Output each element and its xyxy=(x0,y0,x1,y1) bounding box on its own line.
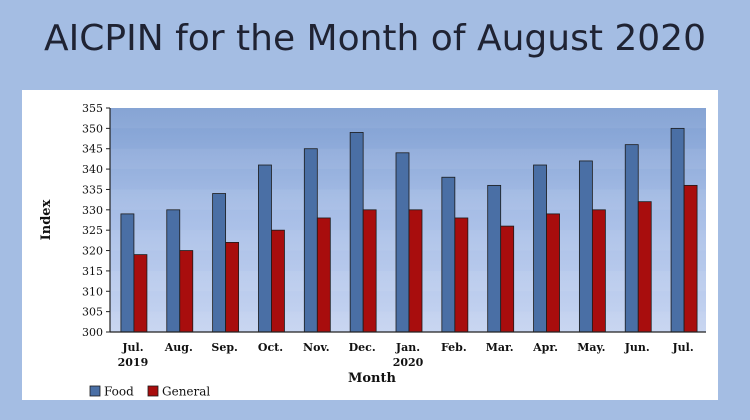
bar-food-9 xyxy=(533,164,547,333)
x-tick-label: Jun. xyxy=(624,341,650,354)
bar-food-3 xyxy=(258,164,272,333)
bar-general-3 xyxy=(271,229,285,333)
bars-group xyxy=(120,127,698,333)
y-ticks-group: 300 305 310 315 320 325 330 335 340 345 350 355 xyxy=(82,102,110,339)
y-tick-label: 315 xyxy=(82,265,103,278)
bar-food-5 xyxy=(349,132,364,333)
y-tick-label: 310 xyxy=(82,285,103,298)
x-tick-label: Jul. xyxy=(121,341,143,354)
y-tick-label: 305 xyxy=(82,306,103,319)
bar-general-10 xyxy=(591,209,606,333)
bar-general-0 xyxy=(133,254,148,333)
bar-food-2 xyxy=(212,193,227,333)
bar-general-4 xyxy=(316,217,331,333)
bar-general-7 xyxy=(454,217,469,333)
x-tick-label: 2019 xyxy=(118,356,149,369)
legend-label-food: Food xyxy=(104,385,134,399)
bar-food-1 xyxy=(166,209,181,333)
legend-swatch-general xyxy=(147,385,159,397)
bar-food-0 xyxy=(120,213,135,333)
x-axis-title: Month xyxy=(348,371,397,386)
bar-food-12 xyxy=(670,127,685,333)
page-title: AICPIN for the Month of August 2020 xyxy=(43,18,706,59)
bar-chart: 300 305 310 315 320 325 330 335 340 345 350 355 Jul… xyxy=(39,102,706,399)
bar-general-11 xyxy=(637,201,652,333)
bar-general-9 xyxy=(546,213,560,333)
y-tick-label: 325 xyxy=(82,224,103,237)
y-tick-label: 330 xyxy=(82,204,103,217)
bar-general-12 xyxy=(683,184,698,333)
bar-general-8 xyxy=(500,225,515,333)
y-tick-label: 320 xyxy=(82,245,103,258)
y-axis-title: Index xyxy=(39,199,54,240)
bar-general-1 xyxy=(179,250,194,333)
bar-general-2 xyxy=(225,241,240,333)
x-tick-label: Feb. xyxy=(441,341,467,354)
x-tick-label: May. xyxy=(577,341,605,354)
x-tick-label: Sep. xyxy=(211,341,237,354)
y-tick-label: 335 xyxy=(82,183,103,196)
y-tick-label: 345 xyxy=(82,143,103,156)
bar-food-6 xyxy=(395,152,410,333)
x-tick-label: Dec. xyxy=(349,341,376,354)
bar-food-11 xyxy=(624,144,639,333)
x-tick-label: Oct. xyxy=(258,341,283,354)
x-tick-label: Apr. xyxy=(532,341,558,354)
bar-food-8 xyxy=(487,184,502,333)
x-tick-label: Aug. xyxy=(164,341,193,354)
y-tick-label: 340 xyxy=(82,163,103,176)
chart-panel: 300 305 310 315 320 325 330 335 340 345 350 355 Jul… xyxy=(22,90,718,400)
legend-label-general: General xyxy=(162,385,210,399)
bar-general-5 xyxy=(362,209,377,333)
x-tick-label: Nov. xyxy=(303,341,330,354)
x-ticks-group: Jul. 2019 Aug. Sep. Oct. Nov. Dec. Jan. 2020 Feb.… xyxy=(118,341,694,369)
plot-band xyxy=(110,108,706,129)
x-tick-label: Mar. xyxy=(486,341,514,354)
x-tick-label: Jan. xyxy=(395,341,420,354)
axes-group xyxy=(109,108,706,333)
bar-food-10 xyxy=(578,160,593,333)
y-tick-label: 300 xyxy=(82,326,103,339)
legend: Food General xyxy=(89,385,210,399)
y-tick-label: 355 xyxy=(82,102,103,115)
bar-food-7 xyxy=(441,176,456,333)
x-tick-label: 2020 xyxy=(393,356,424,369)
bar-general-6 xyxy=(408,209,423,333)
bar-food-4 xyxy=(303,148,318,333)
legend-swatch-food xyxy=(89,385,101,397)
y-tick-label: 350 xyxy=(82,122,103,135)
x-tick-label: Jul. xyxy=(671,341,693,354)
